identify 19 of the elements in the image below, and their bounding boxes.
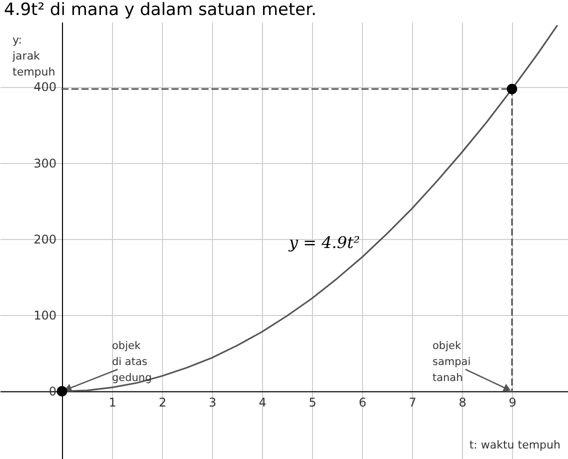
x-tick-label: 3 xyxy=(208,396,216,410)
chart-title: 4.9t² di mana y dalam satuan meter. xyxy=(4,0,316,20)
annotation: objek sampai tanah xyxy=(432,340,471,384)
x-tick-label: 5 xyxy=(308,396,316,410)
y-tick-label: 100 xyxy=(34,308,56,323)
x-tick-label: 4 xyxy=(258,396,266,410)
x-tick-label: 7 xyxy=(408,396,416,410)
annotation: objek di atas gedung xyxy=(112,340,152,384)
x-tick-label: 9 xyxy=(508,396,516,410)
x-tick-label: 1 xyxy=(108,396,116,410)
y-tick-label: 400 xyxy=(34,80,56,94)
x-tick-label: 8 xyxy=(458,396,466,410)
x-axis-title: t: waktu tempuh xyxy=(469,438,561,452)
x-tick-label: 6 xyxy=(358,396,366,410)
x-tick-label: 2 xyxy=(158,396,166,410)
series-label: y = 4.9t² xyxy=(288,232,360,252)
y-tick-label: 200 xyxy=(34,232,56,246)
y-axis-title: y: jarak tempuh xyxy=(12,34,56,78)
y-tick-label: 300 xyxy=(34,156,56,170)
